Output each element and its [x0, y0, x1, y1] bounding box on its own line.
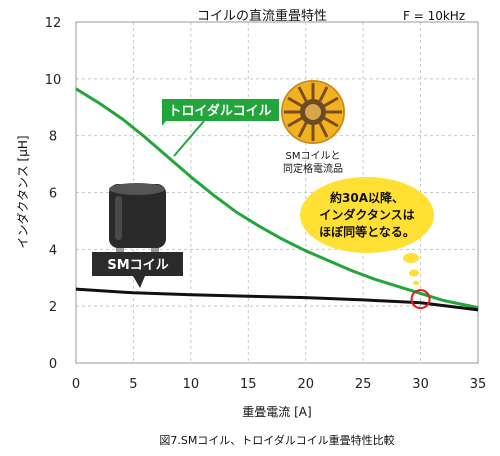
convergence-marker: [410, 289, 431, 310]
x-tick-label-10: 10: [183, 377, 200, 392]
series-line-1: [75, 287, 479, 312]
y-tick-label-10: 10: [45, 73, 62, 88]
toroidal-leader-line: [173, 120, 205, 157]
sm-coil-image: [109, 183, 166, 257]
toroidal-coil-image: [281, 80, 345, 144]
x-tick-label-15: 15: [240, 377, 257, 392]
condition-label: F = 10kHz: [403, 9, 465, 23]
y-tick-label-4: 4: [49, 243, 57, 258]
sm-label-tag: SMコイル: [92, 252, 183, 288]
sm-label-text: SMコイル: [107, 258, 168, 273]
series-line-0: [75, 87, 479, 310]
x-axis-label: 重畳電流 [A]: [242, 405, 311, 419]
figure-caption: 図7.SMコイル、トロイダルコイル重畳特性比較: [159, 433, 394, 447]
y-axis-label: インダクタンス [μH]: [15, 135, 30, 248]
plot-frame: [75, 21, 479, 364]
y-tick-label-12: 12: [45, 16, 62, 31]
series-lines: [75, 87, 479, 312]
bubble-line3: ほぼ同等となる。: [319, 224, 415, 239]
chart-title: コイルの直流重畳特性: [197, 8, 327, 24]
y-tick-label-0: 0: [49, 357, 57, 372]
bubble-line2: インダクタンスは: [319, 207, 414, 222]
y-tick-label-8: 8: [49, 130, 57, 145]
toroidal-label-tag: トロイダルコイル: [162, 99, 279, 126]
x-tick-label-0: 0: [72, 377, 80, 392]
toroidal-note-line1: SMコイルと: [286, 150, 341, 162]
y-tick-label-2: 2: [49, 300, 57, 315]
y-axis-ticks: 0 2 4 6 8 10 12: [45, 16, 62, 372]
x-axis-ticks: 0 5 10 15 20 25 30 35: [72, 377, 486, 392]
toroidal-label-text: トロイダルコイル: [168, 103, 271, 119]
annotation-bubble: 約30A以降、 インダクタンスは ほぼ同等となる。: [300, 177, 434, 286]
x-tick-label-5: 5: [129, 377, 137, 392]
x-tick-label-20: 20: [297, 377, 314, 392]
x-tick-label-25: 25: [355, 377, 372, 392]
x-tick-label-30: 30: [412, 377, 429, 392]
bubble-line1: 約30A以降、: [330, 190, 404, 205]
toroidal-note-line2: 同定格電流品: [283, 162, 343, 175]
x-tick-label-35: 35: [470, 377, 487, 392]
y-tick-label-6: 6: [49, 187, 57, 202]
